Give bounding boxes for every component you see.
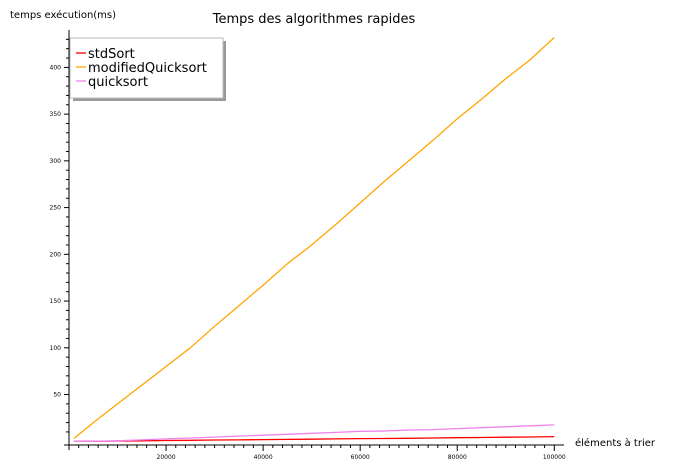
- legend-box: [69, 37, 224, 99]
- y-tick-label: 300: [50, 158, 62, 165]
- y-tick-label: 350: [50, 111, 62, 118]
- series-line-modifiedQuicksort: [73, 37, 555, 440]
- x-tick-label: 40000: [254, 454, 273, 461]
- y-tick-label: 150: [50, 298, 62, 305]
- y-tick-label: 200: [50, 251, 62, 258]
- legend-label-quicksort: quicksort: [88, 75, 148, 90]
- series-line-stdSort: [73, 435, 555, 442]
- y-axis-label: temps exécution(ms): [10, 9, 116, 21]
- x-tick-label: 20000: [157, 454, 176, 461]
- x-tick-label: 60000: [351, 454, 370, 461]
- x-tick-label: 80000: [448, 454, 467, 461]
- tick-group: 20000 40000 60000 80000 100000 50 100 150 200 250…: [50, 38, 566, 461]
- x-tick-label: 100000: [543, 454, 566, 461]
- x-axis-label: éléments à trier: [575, 437, 656, 449]
- series-group: [73, 37, 555, 442]
- y-tick-label: 100: [50, 345, 62, 352]
- y-tick-label: 50: [53, 392, 61, 399]
- legend-label-modifiedQuicksort: modifiedQuicksort: [88, 61, 207, 76]
- chart-title: Temps des algorithmes rapides: [212, 12, 416, 27]
- legend-label-stdSort: stdSort: [88, 47, 135, 62]
- y-tick-label: 250: [50, 205, 62, 212]
- series-line-quicksort: [73, 424, 555, 442]
- y-tick-label: 400: [50, 64, 62, 71]
